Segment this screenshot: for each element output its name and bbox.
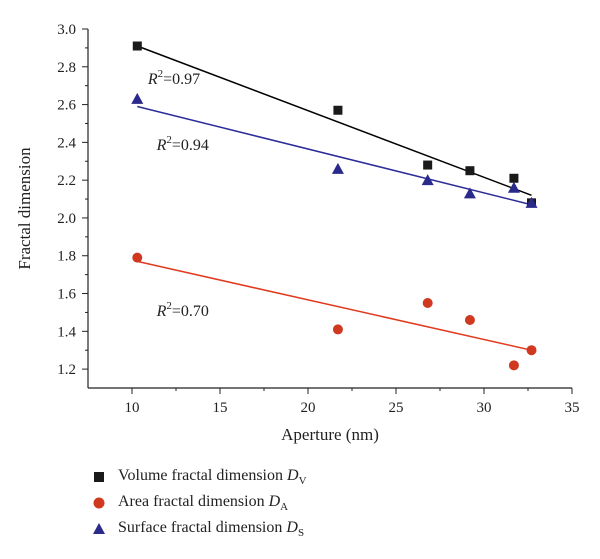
y-tick-label: 1.2 [57, 362, 76, 378]
fractal-chart: 10 15 20 25 30 35 1.2 1.4 1.6 1.8 2.0 2.2 2.4 2.6 2.8 3… [15, 22, 580, 444]
x-axis-title: Aperture (nm) [281, 425, 379, 444]
triangle-marker-icon [90, 522, 110, 536]
y-axis-title: Fractal dimension [15, 147, 34, 270]
y-tick-label: 2.4 [57, 135, 76, 151]
data-point-square [509, 173, 519, 183]
legend-label-surface: Surface fractal dimension DS [118, 518, 305, 540]
x-tick-label: 15 [213, 400, 228, 416]
data-point-square [423, 160, 433, 170]
legend: Volume fractal dimension DV Area fractal… [90, 464, 307, 542]
x-tick-label: 30 [477, 400, 492, 416]
legend-item-volume: Volume fractal dimension DV [90, 464, 307, 490]
data-point-circle [508, 360, 519, 371]
data-point-triangle [421, 174, 434, 186]
fit-line-circle [137, 260, 532, 351]
circle-marker-icon [90, 496, 110, 510]
data-point-circle [526, 345, 537, 356]
y-tick-label: 2.0 [57, 211, 76, 227]
y-tick-label: 1.8 [57, 249, 76, 265]
y-tick-label: 1.6 [57, 287, 76, 303]
data-point-triangle [463, 187, 476, 199]
data-point-triangle [525, 196, 538, 208]
y-tick-label: 2.2 [57, 173, 76, 189]
data-point-square [333, 105, 343, 115]
data-point-triangle [507, 181, 520, 193]
legend-item-surface: Surface fractal dimension DS [90, 516, 307, 542]
data-point-circle [332, 324, 343, 335]
fit-line-triangle [137, 105, 532, 206]
r-squared-annotation: R2=0.70 [156, 300, 209, 320]
legend-label-area: Area fractal dimension DA [118, 492, 289, 514]
data-point-circle [132, 252, 143, 263]
y-tick-label: 3.0 [57, 22, 76, 38]
data-point-triangle [131, 92, 144, 104]
data-point-circle [422, 297, 433, 308]
y-tick-label: 1.4 [57, 324, 76, 340]
y-tick-label: 2.6 [57, 98, 76, 114]
legend-item-area: Area fractal dimension DA [90, 490, 307, 516]
square-marker-icon [90, 470, 110, 484]
legend-label-volume: Volume fractal dimension DV [118, 466, 307, 488]
data-point-triangle [331, 162, 344, 174]
r-squared-annotation: R2=0.94 [156, 134, 209, 154]
data-point-circle [464, 314, 475, 325]
x-tick-label: 25 [389, 400, 404, 416]
x-tick-label: 35 [565, 400, 580, 416]
x-tick-label: 20 [301, 400, 316, 416]
data-point-square [465, 166, 475, 176]
y-tick-label: 2.8 [57, 60, 76, 76]
x-tick-label: 10 [125, 400, 140, 416]
r-squared-annotation: R2=0.97 [147, 68, 200, 88]
data-point-square [132, 41, 142, 51]
